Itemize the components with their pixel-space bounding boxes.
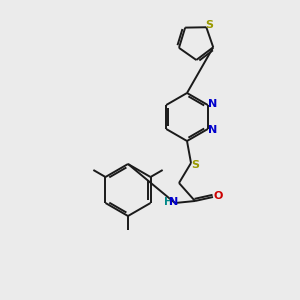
Text: S: S	[191, 160, 199, 170]
Text: N: N	[169, 197, 178, 207]
Text: S: S	[205, 20, 213, 30]
Text: N: N	[208, 125, 218, 135]
Text: O: O	[213, 191, 223, 201]
Text: N: N	[208, 99, 218, 109]
Text: H: H	[164, 197, 172, 207]
